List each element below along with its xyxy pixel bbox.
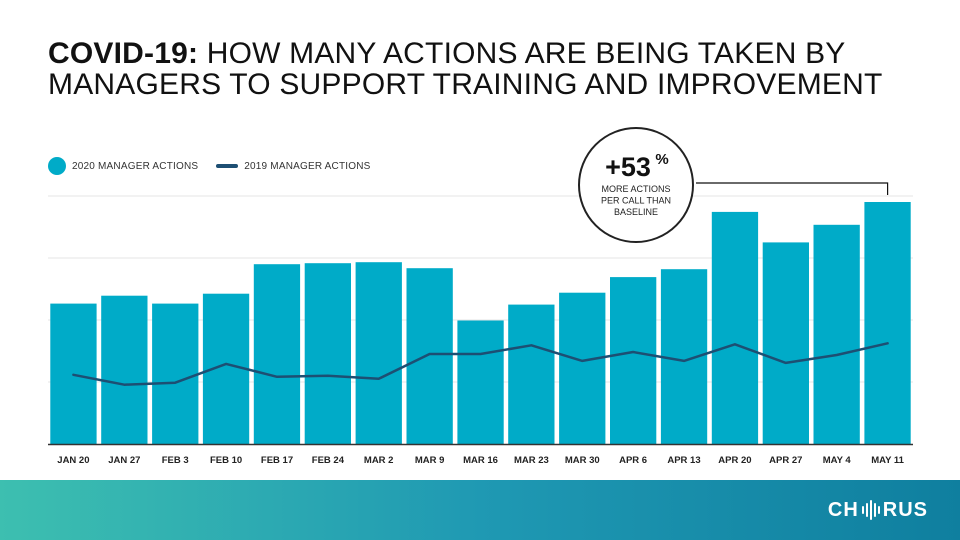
bar-mar-16 <box>457 320 504 444</box>
x-tick-label-11: APR 6 <box>619 455 647 466</box>
legend-2019-label: 2019 MANAGER ACTIONS <box>244 160 371 172</box>
bar-jan-27 <box>101 295 148 444</box>
bar-mar-30 <box>559 292 606 444</box>
x-tick-label-9: MAR 23 <box>514 455 549 466</box>
x-tick-label-8: MAR 16 <box>463 455 498 466</box>
bar-feb-24 <box>304 263 351 444</box>
x-tick-label-7: MAR 9 <box>415 455 445 466</box>
annotation-value: +53 <box>605 152 651 182</box>
annotation-text-line-2: PER CALL THAN <box>601 196 671 206</box>
annotation-percent: % <box>655 151 668 168</box>
annotation-circle <box>578 127 694 243</box>
x-tick-label-5: FEB 24 <box>312 455 345 466</box>
bar-may-11 <box>864 202 911 444</box>
x-tick-label-1: JAN 27 <box>108 455 140 466</box>
bar-apr-27 <box>762 242 809 444</box>
annotation-text-line-1: MORE ACTIONS <box>601 184 670 194</box>
x-tick-label-10: MAR 30 <box>565 455 600 466</box>
chart-legend: 2020 MANAGER ACTIONS 2019 MANAGER ACTION… <box>48 156 371 176</box>
x-tick-label-0: JAN 20 <box>57 455 89 466</box>
footer-band: CH RUS <box>0 480 960 540</box>
bar-feb-3 <box>152 303 199 444</box>
title-text: HOW MANY ACTIONS ARE BEING TAKEN BY MANA… <box>48 37 883 101</box>
chorus-logo: CH RUS <box>828 498 928 522</box>
annotation-text-line-3: BASELINE <box>614 207 658 217</box>
annotation-connector <box>696 182 889 195</box>
logo-text-left: CH <box>827 498 859 521</box>
x-tick-label-2: FEB 3 <box>162 455 189 466</box>
bar-may-4 <box>813 224 860 444</box>
legend-2020-marker <box>48 157 66 175</box>
title-highlight: COVID-19: <box>48 37 199 70</box>
bar-apr-6 <box>610 277 657 444</box>
page-title: COVID-19: HOW MANY ACTIONS ARE BEING TAK… <box>48 38 928 100</box>
bar-line-chart: JAN 20 JAN 27 FEB 3 FEB 10 FEB 17 FEB 24 MAR 2… <box>48 127 913 466</box>
legend-2020-label: 2020 MANAGER ACTIONS <box>72 160 199 172</box>
x-tick-label-4: FEB 17 <box>261 455 293 466</box>
x-tick-label-15: MAY 4 <box>823 455 852 466</box>
bar-feb-17 <box>253 264 301 444</box>
x-tick-label-12: APR 13 <box>667 455 700 466</box>
bar-mar-2 <box>355 262 402 444</box>
sound-wave-icon <box>861 498 880 522</box>
x-tick-label-14: APR 27 <box>769 455 802 466</box>
x-tick-label-3: FEB 10 <box>210 455 242 466</box>
x-tick-label-13: APR 20 <box>718 455 751 466</box>
logo-text-right: RUS <box>882 498 928 521</box>
bar-mar-9 <box>406 268 453 444</box>
bar-mar-23 <box>508 304 555 444</box>
legend-2019-marker <box>216 164 239 168</box>
bar-apr-20 <box>711 211 759 444</box>
x-tick-label-6: MAR 2 <box>364 455 394 466</box>
x-tick-label-16: MAY 11 <box>871 455 904 466</box>
